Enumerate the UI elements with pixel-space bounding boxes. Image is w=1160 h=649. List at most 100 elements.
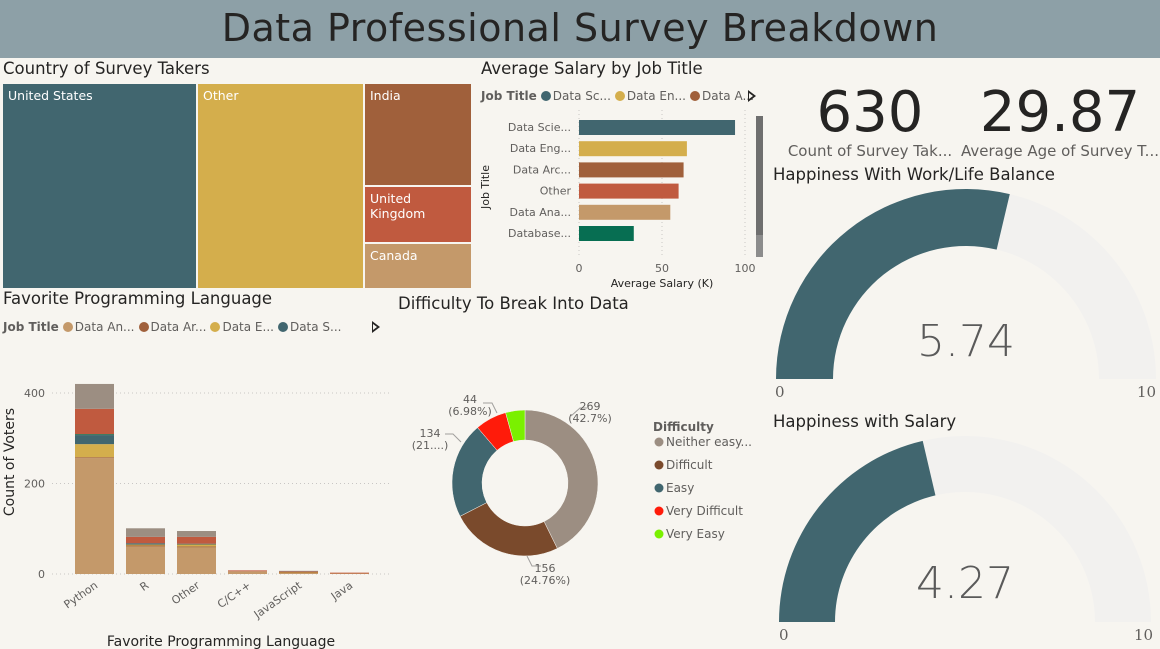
legend-item-data-scientist[interactable]: Data Sc... — [540, 89, 611, 103]
bar-segment-other-data-engineer — [177, 544, 216, 547]
x-tick-label: C/C++ — [215, 579, 253, 611]
language-chart-title: Favorite Programming Language — [3, 289, 273, 308]
donut-legend-label: Neither easy... — [666, 435, 752, 449]
leader-line — [570, 407, 587, 417]
treemap-label: India — [370, 88, 401, 103]
kpi-count-value: 630 — [816, 80, 924, 145]
salary-legend: Job Title Data Sc... Data En... Data A..… — [481, 89, 758, 103]
x-tick-label: 0 — [576, 262, 583, 275]
legend-label: Data S... — [289, 320, 342, 334]
y-tick-label: 400 — [24, 387, 45, 400]
x-tick-label: Python — [62, 579, 101, 612]
treemap-tile-united-states[interactable]: United States — [2, 83, 197, 289]
y-tick-label: Other — [540, 185, 572, 198]
treemap-tile-united-kingdom[interactable]: United Kingdom — [364, 186, 472, 243]
kpi-count-label: Count of Survey Tak... — [787, 142, 953, 160]
gauge-worklife-value: 5.74 — [917, 316, 1015, 367]
gauge-salary-min: 0 — [779, 626, 789, 644]
legend-item-data-engineer[interactable]: Data E... — [210, 320, 274, 334]
bar-segment-python-other — [75, 408, 114, 435]
y-tick-label: Database... — [508, 227, 571, 240]
donut-slice-difficult — [459, 502, 558, 557]
bar-data-scie — [579, 120, 736, 135]
legend-dot-icon — [690, 91, 700, 101]
bar-data-arc — [579, 162, 684, 178]
bar-segment-r-data-scientist — [126, 543, 165, 545]
treemap-tile-canada[interactable]: Canada — [364, 243, 472, 289]
scrollbar-thumb[interactable] — [756, 116, 763, 235]
dashboard-title: Data Professional Survey Breakdown — [221, 6, 939, 50]
treemap-tile-other[interactable]: Other — [197, 83, 364, 289]
legend-dot-icon — [277, 322, 288, 332]
legend-next-arrow-icon[interactable] — [748, 90, 756, 102]
legend-label: Data A... — [702, 89, 754, 103]
language-legend: Job Title Data An... Data Ar... Data E..… — [3, 320, 345, 334]
bar-segment-r-data-engineer — [126, 544, 165, 546]
gauge-worklife-title: Happiness With Work/Life Balance — [773, 165, 1055, 184]
legend-dot-icon — [654, 483, 664, 493]
data-label-value: 269 — [580, 400, 601, 413]
leader-line — [526, 555, 541, 567]
gauge-worklife-min: 0 — [775, 383, 785, 401]
bar-segment-javascript-data-engineer — [279, 571, 318, 573]
treemap-tile-india[interactable]: India — [364, 83, 472, 186]
gauge-worklife-max: 10 — [1137, 383, 1157, 401]
x-tick-label: 50 — [655, 262, 669, 275]
bar-segment-javascript-student-looking-none — [279, 570, 318, 572]
y-tick-label: Data Arc... — [513, 163, 571, 176]
dashboard-header: Data Professional Survey Breakdown — [0, 0, 1160, 58]
legend-label: Data En... — [626, 89, 686, 103]
kpi-age-value: 29.87 — [979, 80, 1141, 145]
salary-chart-title: Average Salary by Job Title — [481, 59, 703, 78]
legend-item-data-architect[interactable]: Data A... — [690, 89, 754, 103]
legend-item-data-analyst[interactable]: Data An... — [62, 320, 135, 334]
legend-dot-icon — [62, 322, 73, 332]
bar-segment-r-student-looking-none — [126, 528, 165, 537]
legend-next-arrow-icon[interactable] — [372, 321, 380, 333]
gauge-salary — [779, 436, 1151, 622]
bar-segment-python-student-looking-none — [75, 383, 114, 409]
x-tick-label: R — [137, 579, 151, 594]
x-tick-label: JavaScript — [251, 578, 305, 621]
bar-segment-javascript-other — [279, 571, 318, 573]
bar-segment-r-other — [126, 536, 165, 544]
legend-item-data-architect[interactable]: Data Ar... — [138, 320, 207, 334]
treemap-label: United States — [8, 88, 93, 103]
donut-legend-label: Very Difficult — [666, 504, 743, 518]
donut-slice-very-easy — [505, 409, 526, 442]
treemap-label: United Kingdom — [370, 191, 426, 221]
treemap-label: Other — [203, 88, 239, 103]
legend-item-data-engineer[interactable]: Data En... — [614, 89, 686, 103]
bar-segment-python-data-architect — [75, 457, 114, 459]
gauge-worklife — [776, 189, 1156, 379]
bar-segment-javascript-data-architect — [279, 572, 318, 573]
bar-segment-other-data-scientist — [177, 543, 216, 545]
bar-segment-python-data-scientist — [75, 435, 114, 445]
bar-segment-python-data-analyst — [75, 458, 114, 574]
legend-item-data-scientist[interactable]: Data S... — [277, 320, 342, 334]
gauge-salary-max: 10 — [1134, 626, 1154, 644]
gauge-salary-title: Happiness with Salary — [773, 412, 957, 431]
bar-segment-java-data-analyst — [330, 573, 369, 574]
x-axis-title: Favorite Programming Language — [107, 634, 335, 649]
donut-legend-label: Very Easy — [666, 527, 725, 541]
salary-legend-title: Job Title — [481, 89, 537, 103]
legend-label: Data Ar... — [150, 320, 207, 334]
leader-line — [483, 402, 498, 414]
bar-segment-c-c-other — [228, 570, 267, 572]
salary-bar-chart: 0 50 100 Data Scie... Data Eng... Data Arc...… — [479, 110, 763, 290]
donut-legend-label: Easy — [666, 481, 694, 495]
gauge-salary-value: 4.27 — [916, 558, 1014, 609]
bar-segment-r-data-analyst — [126, 545, 165, 574]
bar-database — [579, 226, 634, 241]
kpi-age-label: Average Age of Survey T... — [960, 142, 1159, 160]
bar-segment-other-student-looking-none — [177, 531, 216, 537]
y-tick-label: Data Eng... — [510, 142, 571, 155]
legend-label: Data Sc... — [552, 89, 611, 103]
legend-dot-icon — [210, 322, 221, 332]
bar-segment-other-other — [177, 536, 216, 544]
bar-segment-other-data-analyst — [177, 546, 216, 574]
language-legend-title: Job Title — [3, 320, 59, 334]
y-tick-label: Data Scie... — [508, 121, 571, 134]
y-axis-title: Count of Voters — [2, 408, 18, 516]
